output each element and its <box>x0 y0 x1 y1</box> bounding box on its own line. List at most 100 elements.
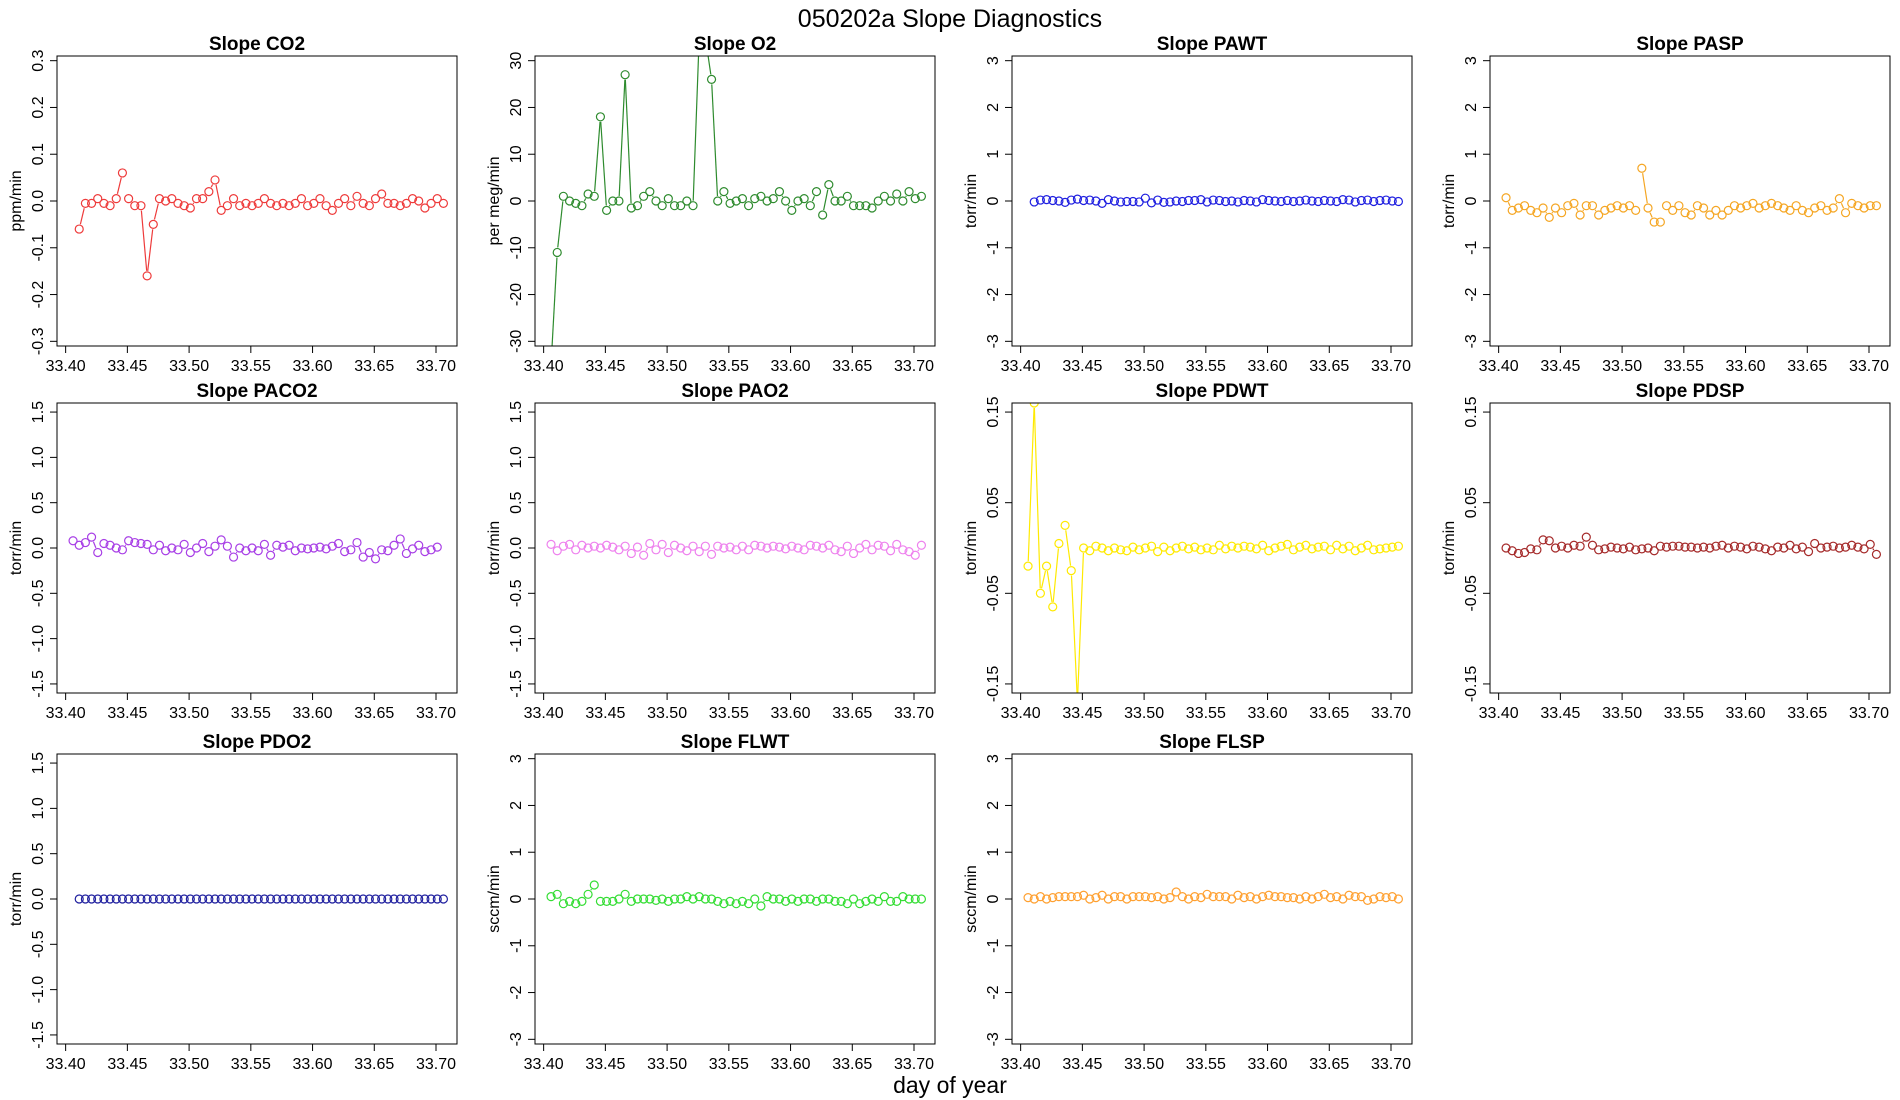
y-tick-label: 1 <box>985 150 1002 159</box>
data-point <box>265 894 276 904</box>
data-point <box>1575 210 1585 220</box>
data-point <box>1847 198 1857 208</box>
data-point <box>1538 535 1548 545</box>
data-point <box>614 196 624 206</box>
data-point <box>614 894 624 904</box>
data-point <box>1705 210 1715 220</box>
data-point <box>1307 894 1317 904</box>
data-point <box>1649 546 1659 556</box>
data-point <box>645 187 655 197</box>
x-tick-label: 33.50 <box>647 1056 687 1073</box>
data-point <box>401 548 411 559</box>
data-point <box>1501 193 1511 203</box>
data-point <box>185 203 195 213</box>
data-point <box>1325 196 1336 206</box>
x-tick-label: 33.50 <box>1124 705 1164 722</box>
data-point <box>558 899 568 909</box>
data-point <box>1834 543 1844 553</box>
data-point <box>358 894 368 904</box>
data-point <box>161 196 171 206</box>
data-point <box>1196 545 1206 555</box>
series-segment <box>823 189 829 211</box>
data-point <box>389 198 399 208</box>
data-point <box>1116 892 1126 902</box>
data-point <box>811 187 822 197</box>
data-point <box>1828 203 1838 213</box>
data-point <box>1220 544 1231 554</box>
y-tick-label: -1 <box>985 939 1002 953</box>
data-point <box>414 196 424 206</box>
data-point <box>694 892 704 902</box>
data-point <box>1717 540 1727 550</box>
data-point <box>1587 201 1598 211</box>
data-point <box>805 540 815 550</box>
data-point <box>1122 894 1132 904</box>
series-segment <box>1693 209 1696 212</box>
data-point <box>589 191 599 201</box>
panel-title: Slope PDO2 <box>203 732 312 753</box>
data-point <box>259 539 270 549</box>
data-point <box>848 894 859 904</box>
data-point <box>706 894 717 904</box>
data-point <box>1581 532 1591 542</box>
series-segment <box>116 177 122 194</box>
series-segment <box>600 121 607 206</box>
data-point <box>105 201 115 211</box>
data-point <box>1029 894 1039 904</box>
panels: Slope CO2 ppm/min 33.40 33.45 33.50 33.55 33.6… <box>8 34 1891 1073</box>
data-point <box>1295 542 1305 552</box>
data-point <box>364 894 374 904</box>
series-segment <box>917 549 920 552</box>
y-tick-label: -2 <box>1463 287 1480 301</box>
y-axis-label: ppm/min <box>8 170 25 231</box>
data-point <box>173 545 183 555</box>
data-point <box>688 541 698 551</box>
data-point <box>1332 196 1342 207</box>
series-segment <box>557 201 564 248</box>
series-segment <box>1027 407 1035 562</box>
data-point <box>198 194 208 204</box>
data-point <box>688 201 698 211</box>
series-segment <box>79 208 85 225</box>
data-point <box>916 894 927 904</box>
x-tick-label: 33.70 <box>894 358 934 375</box>
y-tick-label: -1.5 <box>30 670 47 698</box>
data-point <box>438 198 449 208</box>
data-point <box>1369 545 1379 555</box>
data-point <box>824 180 834 190</box>
data-point <box>632 542 643 552</box>
x-tick-label: 33.45 <box>1062 705 1102 722</box>
data-point <box>1029 197 1039 207</box>
data-point <box>1270 196 1280 206</box>
data-point <box>303 201 313 211</box>
data-point <box>645 538 655 549</box>
data-point <box>626 896 636 906</box>
plot-frame <box>56 402 458 694</box>
y-tick-label: -1 <box>508 939 525 953</box>
data-point <box>265 550 276 560</box>
x-tick-label: 33.60 <box>1248 1056 1288 1073</box>
series-segment <box>1052 548 1060 602</box>
x-tick-label: 33.65 <box>1309 358 1349 375</box>
data-point <box>1865 539 1875 549</box>
data-point <box>1612 543 1622 553</box>
y-axis-label: torr/min <box>963 521 980 575</box>
data-point <box>253 894 263 904</box>
data-point <box>1538 203 1548 213</box>
y-tick-label: -2 <box>508 985 525 999</box>
data-point <box>210 541 220 551</box>
data-point <box>414 894 424 904</box>
data-point <box>589 880 599 890</box>
data-point <box>1375 892 1385 902</box>
data-point <box>1344 890 1354 900</box>
data-point <box>395 201 405 211</box>
data-point <box>309 894 319 904</box>
data-point <box>1698 203 1709 213</box>
data-point <box>793 196 803 206</box>
data-point <box>706 74 717 84</box>
data-point <box>571 899 581 909</box>
data-point <box>842 191 852 201</box>
x-tick-label: 33.60 <box>293 358 333 375</box>
data-point <box>651 545 661 555</box>
y-tick-label: 0 <box>985 894 1002 903</box>
